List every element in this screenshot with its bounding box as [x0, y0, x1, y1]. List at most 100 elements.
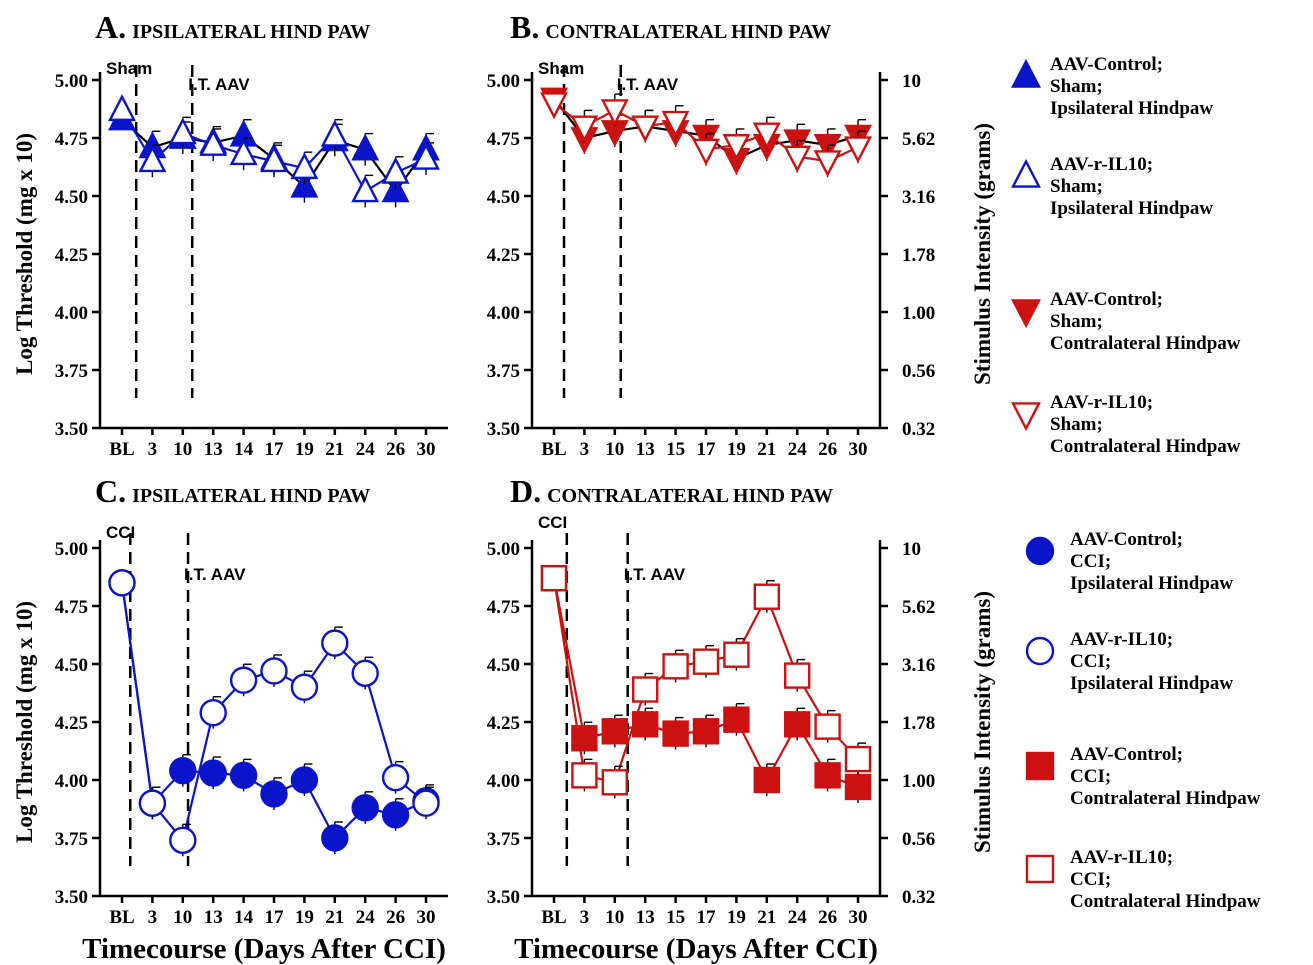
y2-tick-label: 5.62	[902, 129, 935, 150]
data-point	[844, 745, 872, 773]
legend-label: Ipsilateral Hindpaw	[1070, 673, 1233, 694]
data-point	[752, 122, 781, 150]
y-tick-label: 4.25	[55, 245, 88, 266]
legend-label: AAV-Control;	[1070, 529, 1183, 550]
data-point	[169, 826, 197, 855]
legend-marker	[1025, 536, 1055, 566]
x-tick-label: BL	[109, 907, 134, 928]
data-point	[320, 119, 349, 147]
data-point	[381, 156, 410, 184]
y2-tick-label: 10	[902, 539, 921, 560]
y-axis-label: Log Threshold (mg x 10)	[12, 133, 37, 375]
x-tick-label: 13	[636, 907, 655, 928]
panel-letter: D.	[510, 473, 541, 509]
x-tick-label: 17	[697, 439, 717, 460]
x-tick-label: BL	[541, 907, 566, 928]
data-point	[753, 766, 780, 794]
legend-label: AAV-r-IL10;	[1050, 154, 1153, 175]
y2-tick-label: 3.16	[902, 187, 935, 208]
event-label: I.T. AAV	[624, 565, 686, 584]
y2-tick-label: 0.56	[902, 361, 935, 382]
y2-tick-label: 1.00	[902, 303, 935, 324]
data-point	[601, 769, 628, 796]
panel-A: A. IPSILATERAL HIND PAW 5.00 4.75 4.50 4.25 4.…	[12, 9, 448, 460]
data-point	[108, 94, 136, 122]
y-tick-label: 4.00	[55, 303, 88, 324]
data-point	[168, 117, 197, 145]
legend-top: AAV-Control;Sham;Ipsilateral HindpawAAV-…	[1011, 54, 1241, 457]
data-point	[108, 569, 136, 597]
y2-tick-label: 10	[902, 71, 921, 92]
y-tick-label: 5.00	[55, 539, 88, 560]
data-point	[412, 142, 440, 170]
x-axis-label: Timecourse (Days After CCI)	[514, 933, 878, 965]
y-tick-label: 4.75	[55, 597, 88, 618]
series-open	[540, 92, 872, 178]
x-tick-label: 3	[580, 907, 590, 928]
legend-label: AAV-Control;	[1070, 744, 1183, 765]
legend-label: Sham;	[1050, 76, 1103, 97]
legend-label: Sham;	[1050, 311, 1103, 332]
event-label: CCI	[538, 513, 567, 532]
data-point	[600, 99, 629, 127]
data-point	[351, 133, 380, 161]
x-tick-label: 3	[580, 439, 590, 460]
x-tick-label: 14	[234, 439, 254, 460]
x-tick-label: 10	[605, 439, 624, 460]
data-point	[351, 175, 380, 203]
event-label: Sham	[106, 59, 152, 78]
legend-bottom: AAV-Control;CCI;Ipsilateral HindpawAAV-r…	[1025, 529, 1261, 912]
data-point	[381, 175, 410, 203]
y2-axis-label: Stimulus Intensity (grams)	[970, 591, 995, 853]
panel-title-text: CONTRALATERAL HIND PAW	[545, 21, 831, 43]
x-tick-label: 14	[234, 907, 254, 928]
y-tick-label: 4.00	[55, 771, 88, 792]
panel-C: C. IPSILATERAL HIND PAW 5.00 4.75 4.50 4.25 4.…	[12, 473, 448, 965]
y-tick-label: 4.75	[55, 129, 88, 150]
data-point	[138, 145, 167, 173]
x-tick-label: 13	[636, 439, 655, 460]
data-point	[540, 564, 568, 592]
x-tick-label: 19	[727, 439, 746, 460]
data-point	[199, 128, 228, 156]
data-point	[570, 115, 599, 143]
x-tick-label: 30	[849, 439, 868, 460]
legend-label: AAV-r-IL10;	[1070, 847, 1173, 868]
legend-label: Contralateral Hindpaw	[1070, 891, 1261, 912]
data-point	[540, 92, 568, 120]
series-open	[108, 569, 440, 857]
y-tick-label: 4.25	[487, 245, 520, 266]
panel-title: C. IPSILATERAL HIND PAW	[95, 473, 370, 509]
legend-label: CCI;	[1070, 766, 1111, 787]
legend-marker	[1011, 402, 1041, 432]
legend-marker	[1011, 158, 1041, 188]
legend-label: Ipsilateral Hindpaw	[1070, 573, 1233, 594]
panel-letter: C.	[95, 473, 126, 509]
y-tick-label: 5.00	[487, 71, 520, 92]
y-tick-label: 4.25	[55, 713, 88, 734]
event-label: CCI	[106, 523, 135, 542]
event-label: I.T. AAV	[184, 565, 246, 584]
data-point	[199, 759, 227, 787]
y-tick-label: 4.25	[487, 713, 520, 734]
panel-letter: A.	[95, 9, 126, 45]
legend-label: CCI;	[1070, 551, 1111, 572]
panel-letter: B.	[510, 9, 539, 45]
series-solid	[108, 569, 440, 854]
data-point	[351, 794, 379, 822]
x-axis-label: Timecourse (Days After CCI)	[82, 933, 446, 965]
x-tick-label: 24	[356, 907, 376, 928]
data-point	[662, 720, 689, 747]
data-point	[692, 718, 720, 745]
y-tick-label: 4.00	[487, 771, 520, 792]
data-point	[321, 629, 349, 657]
panel-title: D. CONTRALATERAL HIND PAW	[510, 473, 833, 509]
legend-label: AAV-r-IL10;	[1070, 629, 1173, 650]
y-tick-label: 4.75	[487, 597, 520, 618]
legend-label: AAV-Control;	[1050, 54, 1163, 75]
data-point	[290, 673, 319, 701]
y-tick-label: 4.50	[487, 655, 520, 676]
data-point	[229, 138, 258, 166]
legend-label: CCI;	[1070, 869, 1111, 890]
data-point	[814, 713, 841, 740]
